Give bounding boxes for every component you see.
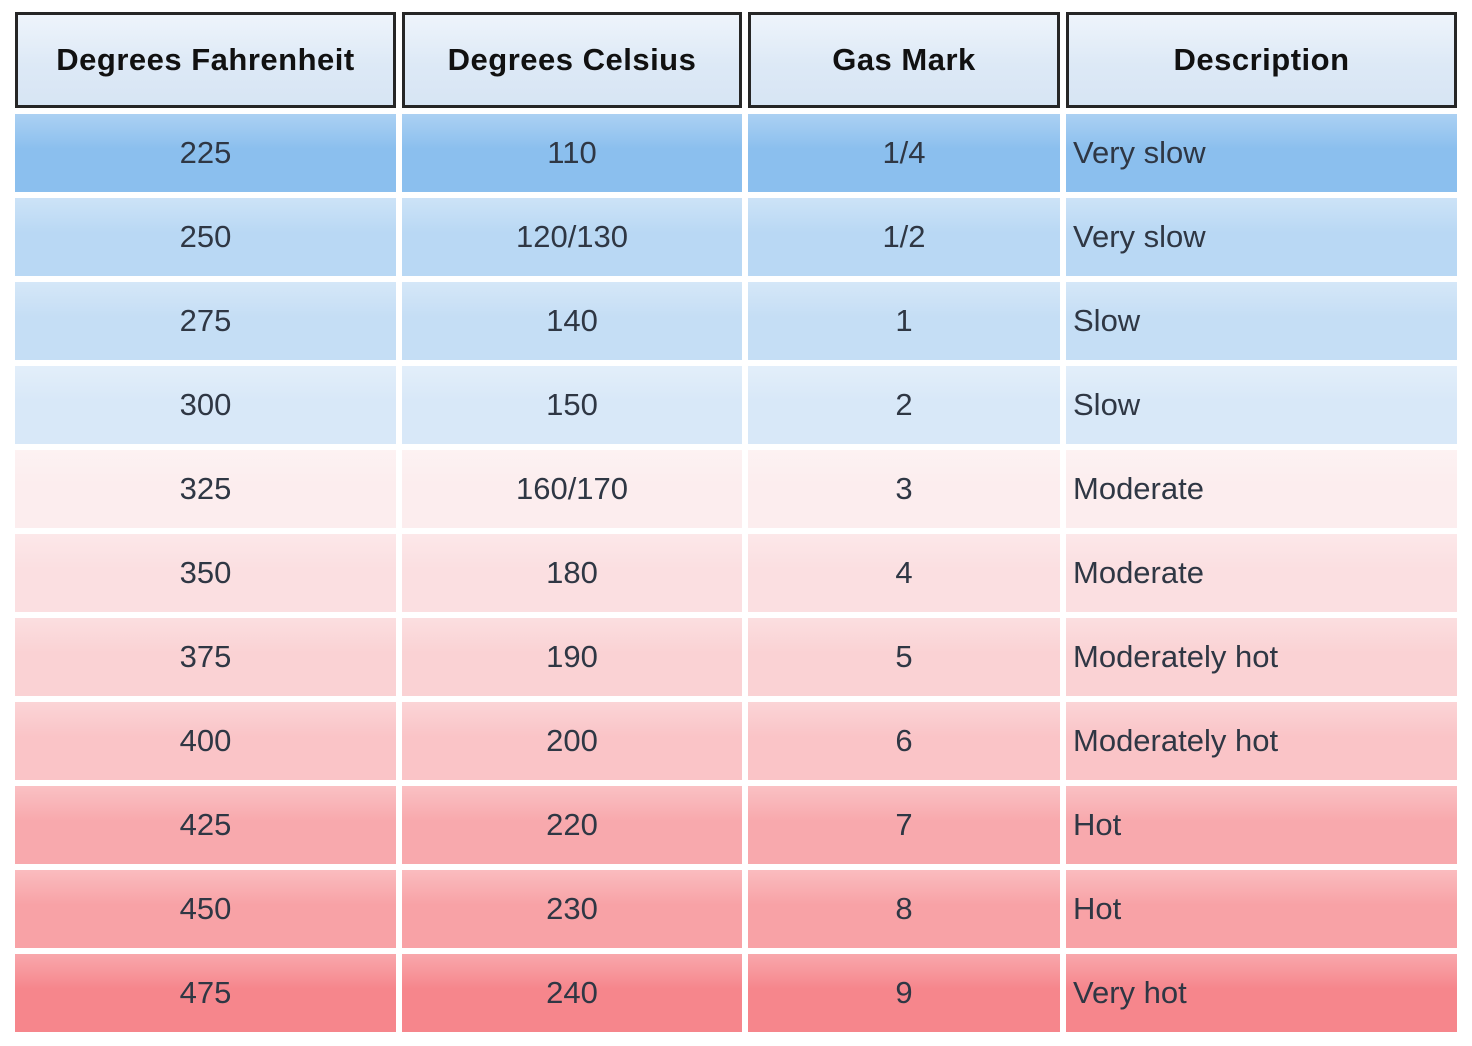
gas-mark-cell: 4 (748, 534, 1060, 612)
table-row: 450 230 8 Hot (15, 870, 1457, 948)
description-cell: Very slow (1066, 198, 1457, 276)
gas-mark-cell: 2 (748, 366, 1060, 444)
gas-mark-cell: 6 (748, 702, 1060, 780)
celsius-cell: 160/170 (402, 450, 742, 528)
celsius-cell: 140 (402, 282, 742, 360)
celsius-cell: 150 (402, 366, 742, 444)
fahrenheit-cell: 375 (15, 618, 396, 696)
gas-mark-cell: 1/2 (748, 198, 1060, 276)
fahrenheit-cell: 250 (15, 198, 396, 276)
fahrenheit-cell: 225 (15, 114, 396, 192)
column-header-degrees-fahrenheit: Degrees Fahrenheit (15, 12, 396, 108)
table-row: 300 150 2 Slow (15, 366, 1457, 444)
description-cell: Moderately hot (1066, 702, 1457, 780)
celsius-cell: 190 (402, 618, 742, 696)
column-header-degrees-celsius: Degrees Celsius (402, 12, 742, 108)
fahrenheit-cell: 450 (15, 870, 396, 948)
header-row: Degrees Fahrenheit Degrees Celsius Gas M… (15, 12, 1457, 108)
fahrenheit-cell: 300 (15, 366, 396, 444)
gas-mark-cell: 1 (748, 282, 1060, 360)
description-cell: Very hot (1066, 954, 1457, 1032)
celsius-cell: 240 (402, 954, 742, 1032)
gas-mark-cell: 8 (748, 870, 1060, 948)
column-header-description: Description (1066, 12, 1457, 108)
column-header-gas-mark: Gas Mark (748, 12, 1060, 108)
table-row: 400 200 6 Moderately hot (15, 702, 1457, 780)
fahrenheit-cell: 325 (15, 450, 396, 528)
table-row: 325 160/170 3 Moderate (15, 450, 1457, 528)
table-row: 350 180 4 Moderate (15, 534, 1457, 612)
gas-mark-cell: 1/4 (748, 114, 1060, 192)
celsius-cell: 220 (402, 786, 742, 864)
table-row: 250 120/130 1/2 Very slow (15, 198, 1457, 276)
description-cell: Slow (1066, 366, 1457, 444)
fahrenheit-cell: 475 (15, 954, 396, 1032)
description-cell: Hot (1066, 786, 1457, 864)
table-row: 225 110 1/4 Very slow (15, 114, 1457, 192)
celsius-cell: 120/130 (402, 198, 742, 276)
table-row: 425 220 7 Hot (15, 786, 1457, 864)
gas-mark-cell: 7 (748, 786, 1060, 864)
gas-mark-cell: 3 (748, 450, 1060, 528)
gas-mark-cell: 5 (748, 618, 1060, 696)
table-row: 275 140 1 Slow (15, 282, 1457, 360)
description-cell: Very slow (1066, 114, 1457, 192)
oven-temperature-conversion-table: Degrees Fahrenheit Degrees Celsius Gas M… (9, 6, 1463, 1038)
description-cell: Hot (1066, 870, 1457, 948)
fahrenheit-cell: 350 (15, 534, 396, 612)
celsius-cell: 180 (402, 534, 742, 612)
gas-mark-cell: 9 (748, 954, 1060, 1032)
fahrenheit-cell: 400 (15, 702, 396, 780)
table-header: Degrees Fahrenheit Degrees Celsius Gas M… (15, 12, 1457, 108)
celsius-cell: 200 (402, 702, 742, 780)
celsius-cell: 110 (402, 114, 742, 192)
table-body: 225 110 1/4 Very slow 250 120/130 1/2 Ve… (15, 114, 1457, 1032)
fahrenheit-cell: 275 (15, 282, 396, 360)
table-row: 375 190 5 Moderately hot (15, 618, 1457, 696)
description-cell: Moderate (1066, 534, 1457, 612)
description-cell: Slow (1066, 282, 1457, 360)
description-cell: Moderately hot (1066, 618, 1457, 696)
celsius-cell: 230 (402, 870, 742, 948)
table-row: 475 240 9 Very hot (15, 954, 1457, 1032)
fahrenheit-cell: 425 (15, 786, 396, 864)
description-cell: Moderate (1066, 450, 1457, 528)
